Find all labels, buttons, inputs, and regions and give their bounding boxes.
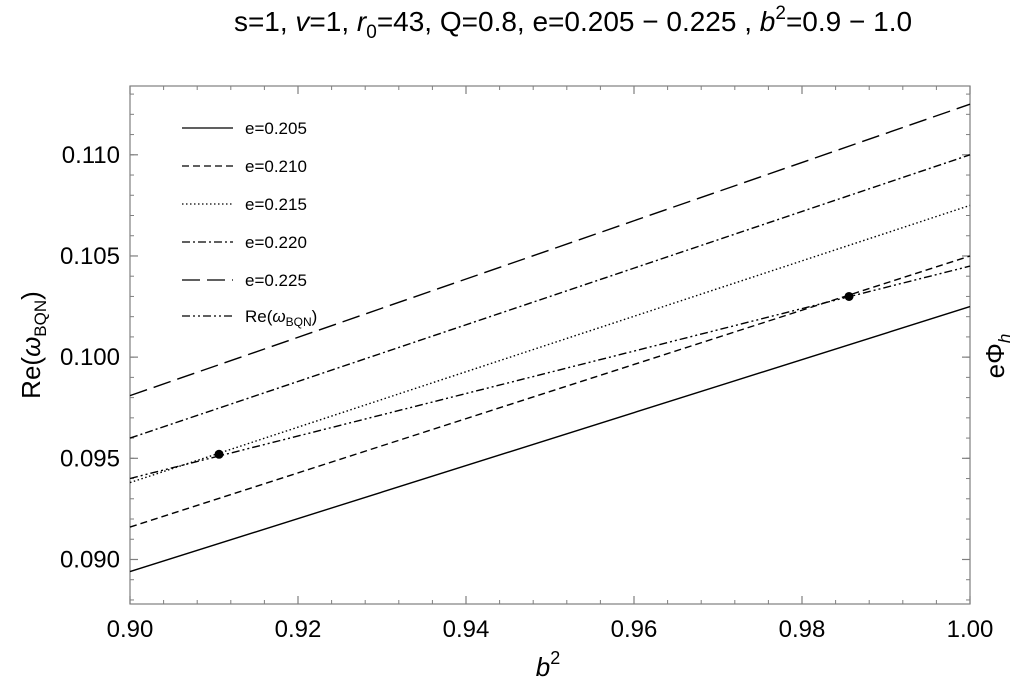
series-layer [129, 103, 971, 573]
series-line-re-omega-bqn [129, 265, 971, 480]
legend-label-e-0-205: e=0.205 [245, 119, 307, 138]
x-axis-label: b2 [536, 648, 560, 682]
y-tick-label-0-095: 0.095 [60, 445, 120, 472]
series-line-e-0-220 [129, 154, 971, 439]
x-tick-label-0-96: 0.96 [611, 616, 658, 643]
legend-label-re-omega-bqn: Re(ωBQN) [245, 307, 317, 329]
x-tick-label-0-92: 0.92 [275, 616, 322, 643]
y-tick-label-0-110: 0.110 [62, 142, 120, 169]
series-line-e-0-210 [129, 255, 971, 528]
x-axis: 0.90 0.92 0.94 0.96 0.98 1.00 [107, 86, 994, 643]
plot-frame [129, 85, 971, 605]
x-tick-label-0-98: 0.98 [779, 616, 826, 643]
series-line-e-0-215 [129, 204, 971, 484]
y-tick-label-0-105: 0.105 [60, 243, 120, 270]
x-tick-label-1-00: 1.00 [947, 616, 994, 643]
chart-title: s=1, v=1, r0=43, Q=0.8, e=0.205 − 0.225 … [234, 3, 912, 43]
x-tick-label-0-90: 0.90 [107, 616, 154, 643]
y-axis-label-right: eΦh [980, 334, 1012, 379]
legend-label-e-0-210: e=0.210 [245, 157, 307, 176]
y-tick-label-0-090: 0.090 [60, 546, 120, 573]
y-axis-label: Re(ωBQN) [16, 291, 50, 399]
y-axis: 0.090 0.095 0.100 0.105 0.110 [60, 93, 970, 601]
x-tick-label-0-94: 0.94 [443, 616, 490, 643]
intersection-marker-1 [214, 449, 224, 459]
marker-layer [214, 291, 854, 459]
legend-label-e-0-215: e=0.215 [245, 195, 307, 214]
series-line-e-0-225 [129, 103, 971, 397]
legend: e=0.205 e=0.210 e=0.215 e=0.220 e=0.225 … [182, 119, 317, 329]
series-line-e-0-205 [129, 305, 971, 573]
y-tick-label-0-100: 0.100 [60, 344, 120, 371]
intersection-marker-2 [844, 291, 854, 301]
legend-label-e-0-225: e=0.225 [245, 271, 307, 290]
legend-label-e-0-220: e=0.220 [245, 233, 307, 252]
